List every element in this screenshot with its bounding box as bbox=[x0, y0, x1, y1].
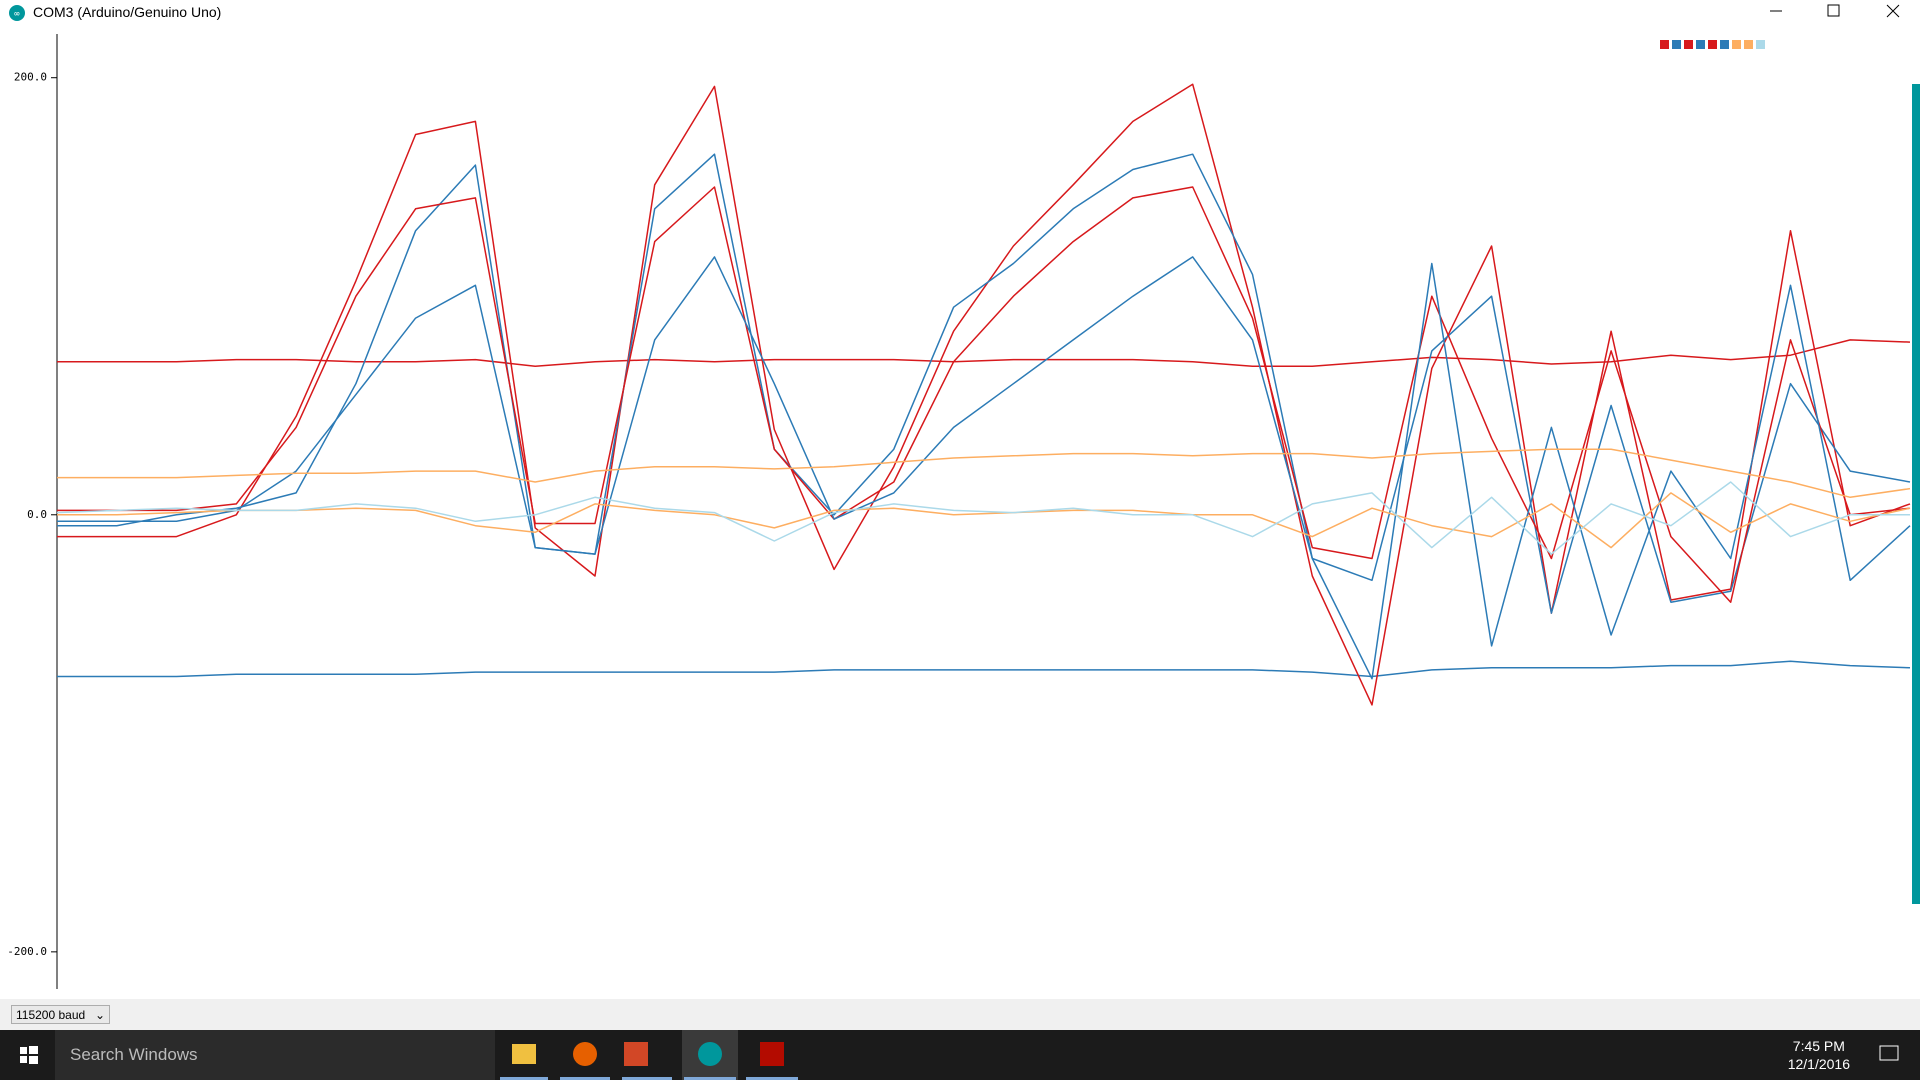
series-line bbox=[57, 186, 1911, 603]
series-line bbox=[57, 660, 1911, 678]
y-tick-label: 0.0 bbox=[27, 508, 47, 521]
legend-swatch bbox=[1708, 40, 1717, 49]
legend-swatch bbox=[1744, 40, 1753, 49]
acrobat-icon[interactable] bbox=[760, 1042, 784, 1066]
taskbar-apps bbox=[500, 1030, 798, 1080]
maximize[interactable] bbox=[1827, 4, 1840, 17]
baud-select[interactable]: 115200 baud ⌄ bbox=[11, 1005, 110, 1024]
series-line bbox=[57, 83, 1911, 706]
series-line bbox=[57, 492, 1911, 549]
arduino-icon[interactable] bbox=[698, 1042, 722, 1066]
series-line bbox=[57, 153, 1911, 614]
app-icon: ∞ bbox=[9, 5, 25, 21]
legend-swatch bbox=[1756, 40, 1765, 49]
series-line bbox=[57, 448, 1911, 499]
explorer-icon[interactable] bbox=[512, 1044, 536, 1064]
status-bar: 115200 baud ⌄ bbox=[0, 999, 1920, 1030]
legend-swatch bbox=[1672, 40, 1681, 49]
scroll-strip bbox=[1912, 84, 1920, 904]
legend-swatch bbox=[1684, 40, 1693, 49]
taskbar: Search Windows 7:45 PM 12/1/2016 bbox=[0, 1030, 1920, 1080]
firefox-icon[interactable] bbox=[573, 1042, 597, 1066]
series-line bbox=[57, 339, 1911, 367]
notifications[interactable] bbox=[1870, 1030, 1910, 1080]
start-button[interactable] bbox=[0, 1030, 55, 1080]
series-line bbox=[57, 256, 1911, 680]
svg-text:∞: ∞ bbox=[14, 10, 20, 20]
clock: 7:45 PM 12/1/2016 bbox=[1788, 1037, 1850, 1073]
time: 7:45 PM bbox=[1792, 1038, 1845, 1054]
baud-label: 115200 baud bbox=[16, 1008, 86, 1022]
plot: 200.0 0.0 -200.0 bbox=[7, 34, 1920, 989]
date: 12/1/2016 bbox=[1787, 1056, 1850, 1072]
series-line bbox=[56, 481, 1910, 555]
legend-swatch bbox=[1720, 40, 1729, 49]
close[interactable] bbox=[1886, 4, 1900, 18]
window-controls[interactable] bbox=[1760, 0, 1920, 27]
search-text: Search Windows bbox=[70, 1045, 198, 1064]
legend-swatch bbox=[1660, 40, 1669, 49]
legend-swatch bbox=[1732, 40, 1741, 49]
powerpoint-icon[interactable] bbox=[624, 1042, 648, 1066]
y-tick-label: 200.0 bbox=[14, 71, 47, 84]
y-tick-label: -200.0 bbox=[7, 945, 47, 958]
legend-swatch bbox=[1696, 40, 1705, 49]
title-bar: ∞ COM3 (Arduino/Genuino Uno) bbox=[0, 0, 1920, 27]
search-box[interactable]: Search Windows bbox=[55, 1030, 495, 1080]
window-title: COM3 (Arduino/Genuino Uno) bbox=[33, 4, 222, 20]
